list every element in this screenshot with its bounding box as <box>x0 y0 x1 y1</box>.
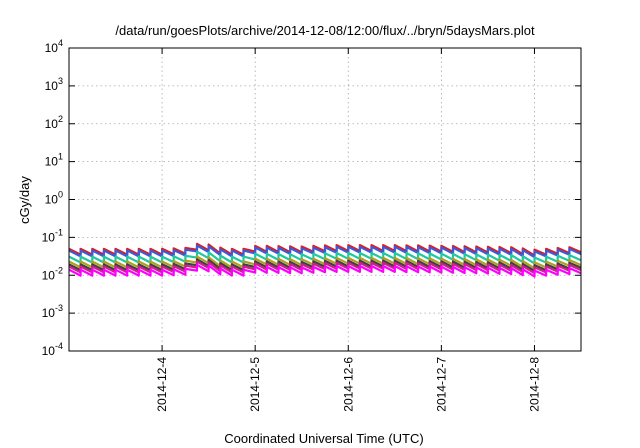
y-tick-label: 102 <box>45 114 63 131</box>
chart-title: /data/run/goesPlots/archive/2014-12-08/1… <box>115 23 535 38</box>
plot-frame <box>68 47 582 352</box>
x-tick-label: 2014-12-7 <box>434 357 448 412</box>
series-line <box>68 250 582 265</box>
x-tick-label: 2014-12-4 <box>155 357 169 412</box>
y-tick-label: 10-2 <box>42 265 63 282</box>
series-group <box>68 242 582 278</box>
grid <box>69 48 581 351</box>
y-tick-label: 10-4 <box>42 341 63 358</box>
y-axis-label: cGy/day <box>17 176 32 224</box>
x-tick-label: 2014-12-6 <box>341 357 355 412</box>
x-axis-label: Coordinated Universal Time (UTC) <box>224 431 423 446</box>
y-tick-label: 103 <box>45 76 63 93</box>
y-tick-label: 100 <box>45 190 63 207</box>
y-tick-label: 10-3 <box>42 303 63 320</box>
y-tick-label: 10-1 <box>42 227 63 244</box>
series-line <box>68 244 582 259</box>
x-tick-label: 2014-12-8 <box>527 357 541 412</box>
axes: 10-4 10-3 10-2 10-1 100 101 102 103 104 2014-12-4… <box>42 38 581 412</box>
x-tick-label: 2014-12-5 <box>248 357 262 412</box>
y-tick-label: 101 <box>45 152 63 169</box>
series-line <box>68 263 582 278</box>
y-tick-label: 104 <box>45 38 63 55</box>
